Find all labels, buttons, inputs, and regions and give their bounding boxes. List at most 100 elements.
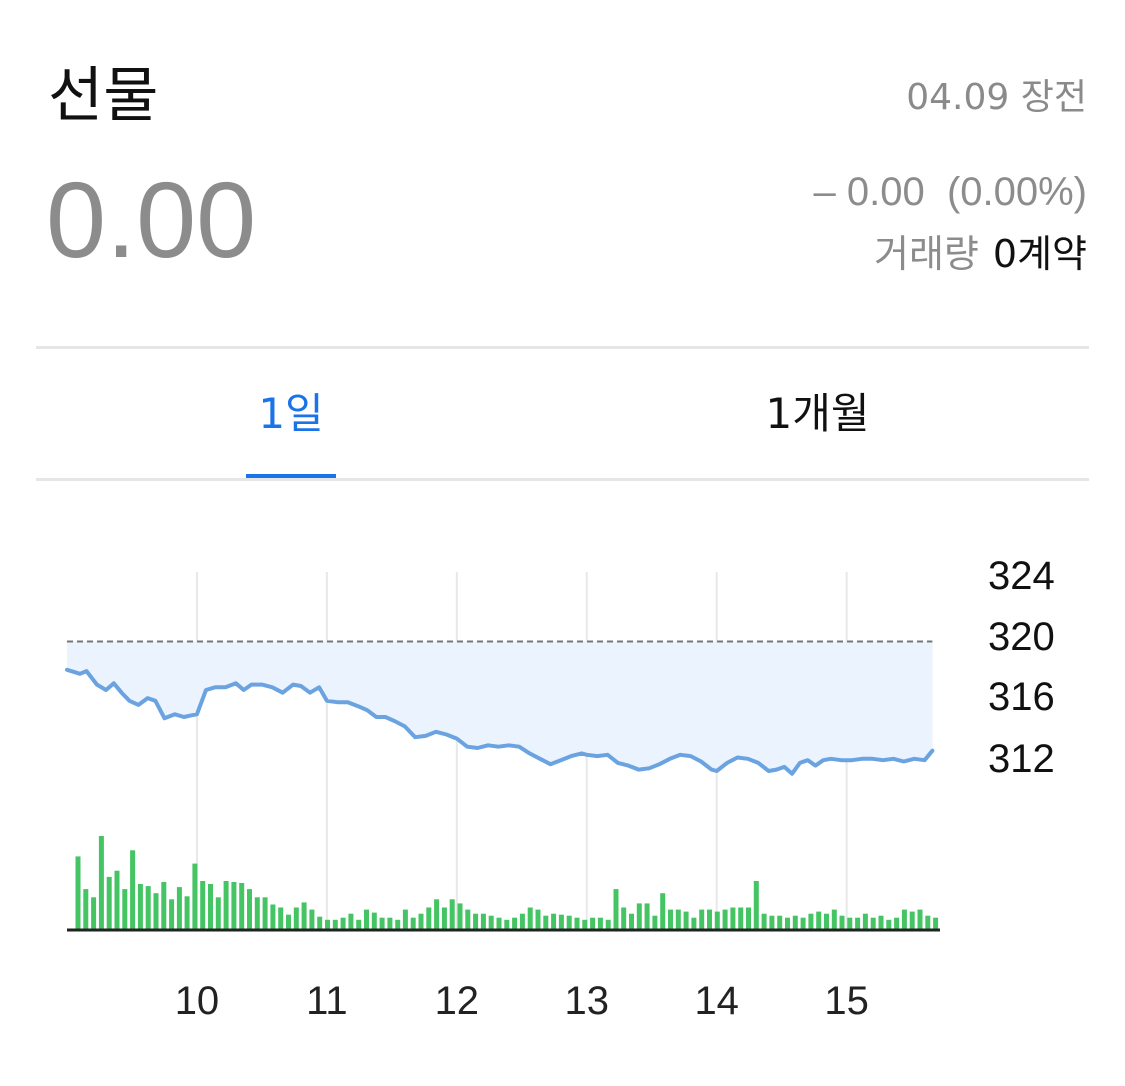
chart-axes: 324 320 316 312 10 11 12 13 14 15	[67, 554, 1055, 1023]
volume-bar	[566, 915, 572, 930]
volume-bar	[465, 909, 471, 930]
volume-bar	[535, 909, 541, 930]
volume-bar	[402, 909, 408, 930]
volume-bar	[519, 913, 525, 930]
volume-bar	[231, 882, 237, 930]
volume-bar	[161, 882, 167, 930]
volume-bar	[917, 909, 923, 930]
volume-bar	[480, 913, 486, 930]
volume-bar	[652, 915, 658, 930]
volume-bar	[730, 907, 736, 930]
volume-bar	[839, 915, 845, 930]
volume-bar	[496, 917, 502, 930]
tab-1-day[interactable]: 1일	[36, 350, 546, 478]
volume-bar	[847, 917, 853, 930]
volume-bar	[527, 907, 533, 930]
volume-bar	[551, 913, 557, 930]
x-tick-label: 10	[175, 979, 220, 1023]
volume-bar	[278, 907, 284, 930]
volume-bar	[901, 909, 907, 930]
volume-bar	[909, 911, 915, 930]
volume-bar	[831, 909, 837, 930]
volume-bar	[629, 913, 634, 930]
volume-bar	[870, 917, 876, 930]
volume-bar	[169, 899, 175, 930]
volume-bar	[309, 909, 315, 930]
volume-label: 거래량	[874, 232, 979, 276]
volume-bar	[668, 909, 673, 930]
volume-bar	[644, 903, 650, 930]
header-divider	[36, 346, 1089, 349]
volume-bar	[683, 911, 689, 930]
volume-bar	[130, 850, 136, 930]
volume-bar	[223, 881, 229, 930]
volume-bar	[247, 889, 252, 930]
volume-bar	[816, 911, 822, 930]
volume-bar	[473, 913, 479, 930]
y-tick-label: 312	[988, 737, 1055, 781]
volume-bar	[325, 919, 330, 930]
timestamp: 04.09 장전	[906, 77, 1087, 118]
volume-bar	[98, 836, 104, 930]
volume-bar	[753, 881, 759, 930]
volume-bar	[722, 909, 728, 930]
volume-bar	[239, 883, 245, 930]
volume-bars	[75, 836, 939, 930]
volume-value: 0계약	[992, 232, 1087, 276]
volume-bar	[410, 917, 416, 930]
period-tabs: 1일 1개월	[36, 350, 1089, 478]
volume-bar	[792, 915, 798, 930]
volume-bar	[675, 909, 681, 930]
tab-1-month[interactable]: 1개월	[546, 350, 1089, 478]
y-tick-label: 316	[988, 675, 1055, 719]
tabs-divider	[36, 478, 1089, 481]
volume-bar	[824, 913, 829, 930]
volume-bar	[504, 919, 510, 930]
volume-bar	[387, 917, 393, 930]
tab-1-month-label: 1개월	[765, 389, 870, 438]
volume-bar	[122, 889, 128, 930]
volume-bar	[441, 907, 447, 930]
volume-bar	[800, 917, 806, 930]
volume-bar	[558, 914, 564, 930]
volume-bar	[348, 913, 354, 930]
volume-bar	[356, 919, 362, 930]
volume-bar	[590, 917, 596, 930]
volume-bar	[184, 896, 190, 930]
volume-info: 거래량 0계약	[874, 230, 1087, 278]
volume-bar	[75, 856, 81, 930]
volume-bar	[605, 919, 611, 930]
x-tick-label: 15	[824, 979, 869, 1023]
volume-bar	[785, 917, 790, 930]
price-value: 0.00	[46, 159, 257, 280]
volume-bar	[660, 893, 666, 930]
price-chart: 324 320 316 312 10 11 12 13 14 15	[65, 554, 1055, 1023]
volume-bar	[301, 902, 307, 930]
volume-bar	[894, 917, 900, 930]
active-tab-indicator	[246, 474, 336, 478]
volume-bar	[746, 907, 751, 930]
volume-bar	[597, 917, 603, 930]
volume-bar	[364, 909, 369, 930]
price-line	[65, 667, 935, 776]
y-tick-label: 324	[988, 554, 1055, 598]
volume-bar	[91, 897, 97, 930]
volume-bar	[808, 913, 814, 930]
volume-bar	[317, 916, 323, 930]
page-title: 선물	[48, 61, 159, 131]
volume-bar	[215, 897, 221, 930]
volume-bar	[582, 919, 588, 930]
volume-bar	[371, 912, 377, 930]
x-tick-label: 11	[306, 979, 348, 1023]
volume-bar	[153, 893, 159, 930]
volume-bar	[340, 917, 346, 930]
volume-bar	[395, 919, 401, 930]
volume-bar	[332, 919, 338, 930]
volume-bar	[176, 887, 182, 930]
volume-bar	[621, 907, 627, 930]
volume-bar	[379, 917, 385, 930]
tab-1-day-label: 1일	[258, 389, 324, 438]
volume-bar	[114, 870, 120, 930]
volume-bar	[426, 907, 432, 930]
volume-bar	[286, 914, 291, 930]
